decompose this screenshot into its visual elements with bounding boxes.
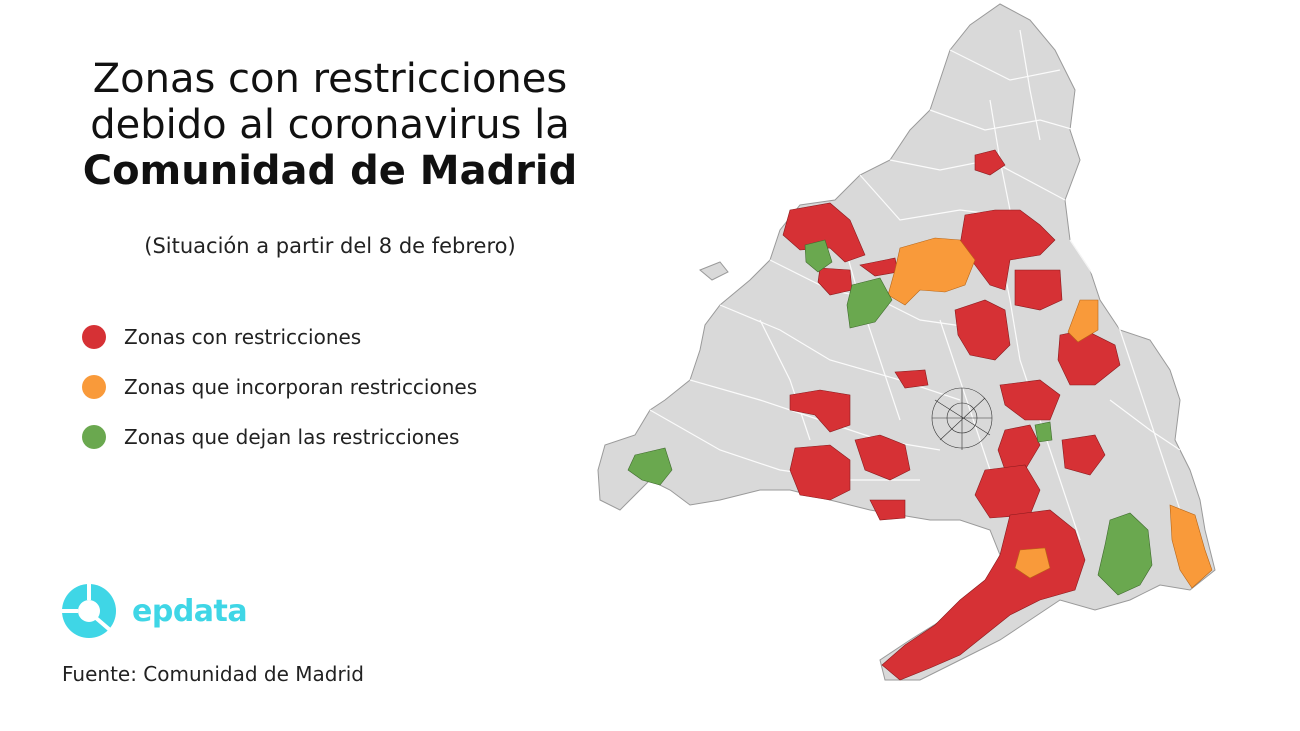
title-line-2: debido al coronavirus la bbox=[90, 102, 570, 148]
legend-label: Zonas con restricciones bbox=[124, 325, 362, 349]
legend-dot-green bbox=[82, 425, 106, 449]
legend-label: Zonas que incorporan restricciones bbox=[124, 375, 478, 399]
legend-label: Zonas que dejan las restricciones bbox=[124, 425, 460, 449]
region-enclave bbox=[699, 261, 729, 281]
legend-item-restricted: Zonas con restricciones bbox=[82, 312, 477, 362]
legend-item-incorporating: Zonas que incorporan restricciones bbox=[82, 362, 477, 412]
epdata-logo: epdata bbox=[60, 582, 248, 640]
title-line-1: Zonas con restricciones bbox=[92, 56, 568, 102]
incorporating-zones bbox=[887, 237, 1213, 589]
title-line-3: Comunidad de Madrid bbox=[82, 148, 578, 194]
legend-dot-red bbox=[82, 325, 106, 349]
logo-icon bbox=[62, 584, 116, 638]
source-note: Fuente: Comunidad de Madrid bbox=[62, 662, 364, 686]
map-title: Zonas con restricciones debido al corona… bbox=[40, 56, 620, 194]
legend-item-leaving: Zonas que dejan las restricciones bbox=[82, 412, 477, 462]
madrid-city-districts bbox=[931, 387, 993, 450]
logo-text: epdata bbox=[132, 593, 248, 629]
legend-dot-orange bbox=[82, 375, 106, 399]
leaving-zones bbox=[627, 239, 1153, 596]
legend: Zonas con restricciones Zonas que incorp… bbox=[82, 312, 477, 462]
region-outline bbox=[597, 3, 1216, 681]
map-subtitle: (Situación a partir del 8 de febrero) bbox=[144, 234, 516, 258]
